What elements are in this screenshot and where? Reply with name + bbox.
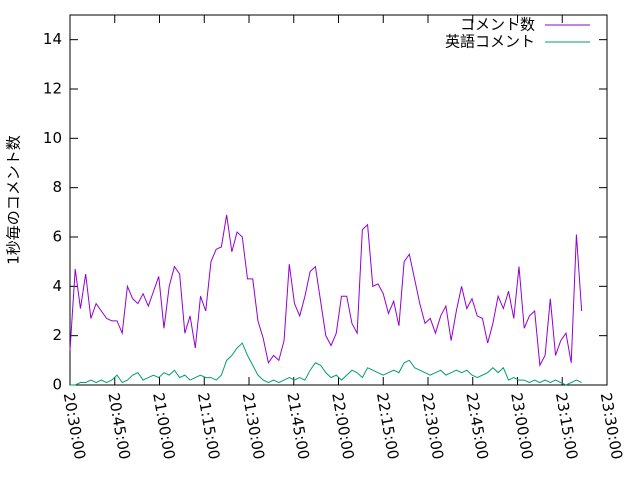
- y-tick-label: 6: [52, 228, 62, 246]
- y-tick-label: 4: [52, 277, 62, 295]
- x-tick-label: 22:45:00: [462, 391, 491, 460]
- x-tick-label: 20:30:00: [60, 391, 89, 460]
- y-tick-label: 14: [43, 30, 62, 48]
- legend-label: 英語コメント: [445, 33, 535, 51]
- series-line: [70, 342, 582, 386]
- x-tick-label: 21:00:00: [149, 391, 178, 460]
- y-tick-label: 8: [52, 178, 62, 196]
- x-tick-label: 22:15:00: [373, 391, 402, 460]
- y-tick-label: 0: [52, 376, 62, 394]
- x-tick-label: 21:45:00: [283, 391, 312, 460]
- x-tick-label: 22:30:00: [418, 391, 447, 460]
- x-tick-label: 21:30:00: [239, 391, 268, 460]
- x-tick-label: 21:15:00: [194, 391, 223, 460]
- plot-border: [69, 14, 608, 386]
- y-axis-label: 1秒毎のコメント数: [5, 135, 23, 265]
- legend-label: コメント数: [460, 16, 535, 34]
- y-tick-label: 2: [52, 326, 62, 344]
- x-tick-label: 20:45:00: [104, 391, 133, 460]
- x-tick-label: 23:30:00: [597, 391, 626, 460]
- x-tick-label: 23:15:00: [552, 391, 581, 460]
- y-tick-label: 12: [43, 80, 62, 98]
- series-line: [69, 214, 583, 367]
- x-tick-label: 22:00:00: [328, 391, 357, 460]
- y-tick-label: 10: [43, 129, 62, 147]
- x-tick-label: 23:00:00: [507, 391, 536, 460]
